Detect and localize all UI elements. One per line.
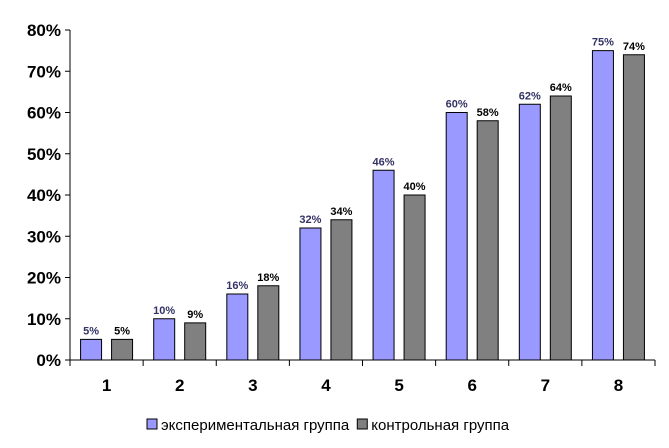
bar-series-1 bbox=[80, 338, 103, 361]
data-label-series-1: 60% bbox=[446, 99, 468, 111]
bar-series-1 bbox=[591, 50, 614, 361]
y-tick-label: 10% bbox=[27, 310, 61, 329]
bar-series-1 bbox=[518, 103, 541, 361]
data-label-series-1: 10% bbox=[153, 305, 175, 317]
bar-series-1 bbox=[299, 227, 322, 361]
legend: экспериментальная группа контрольная груп… bbox=[146, 417, 510, 434]
data-label-series-2: 64% bbox=[550, 82, 572, 94]
legend-label-series-2: контрольная группа bbox=[371, 417, 509, 434]
y-tick-label: 50% bbox=[27, 145, 61, 164]
y-tick-label: 20% bbox=[27, 269, 61, 288]
x-tick-label: 8 bbox=[614, 376, 623, 395]
bar-series-1 bbox=[445, 112, 468, 361]
data-labels: 5% 5% 10% 9% 16% 18% 32% 34% 46% 40% 60% 58% 62% 64% 7… bbox=[83, 37, 645, 338]
data-label-series-1: 16% bbox=[226, 280, 248, 292]
x-tick-label: 3 bbox=[248, 376, 257, 395]
bar-series-2 bbox=[549, 95, 572, 361]
data-label-series-2: 58% bbox=[477, 107, 499, 119]
x-tick-label: 1 bbox=[102, 376, 111, 395]
bar-series-2 bbox=[111, 338, 134, 361]
data-label-series-1: 32% bbox=[299, 214, 321, 226]
y-tick-label: 80% bbox=[27, 21, 61, 40]
legend-swatch-series-1 bbox=[146, 418, 158, 430]
bars bbox=[80, 50, 645, 361]
y-axis: 0% 10% 20% 30% 40% 50% 60% 70% 80% bbox=[27, 21, 71, 370]
y-tick-label: 30% bbox=[27, 227, 61, 246]
legend-label-series-1: экспериментальная группа bbox=[161, 417, 350, 434]
x-tick-label: 2 bbox=[175, 376, 184, 395]
x-tick-label: 6 bbox=[467, 376, 476, 395]
x-axis: 1 2 3 4 5 6 7 8 bbox=[69, 359, 656, 395]
y-tick-label: 70% bbox=[27, 62, 61, 81]
bar-series-2 bbox=[476, 120, 499, 361]
x-tick-label: 4 bbox=[321, 376, 331, 395]
data-label-series-1: 5% bbox=[83, 325, 99, 337]
data-label-series-2: 9% bbox=[187, 309, 203, 321]
x-tick-label: 7 bbox=[541, 376, 550, 395]
data-label-series-2: 40% bbox=[404, 181, 426, 193]
bar-series-1 bbox=[153, 318, 176, 361]
y-tick-label: 60% bbox=[27, 104, 61, 123]
x-tick-label: 5 bbox=[394, 376, 403, 395]
data-label-series-2: 18% bbox=[257, 272, 279, 284]
bar-series-1 bbox=[226, 293, 249, 361]
y-tick-label: 0% bbox=[36, 351, 61, 370]
legend-swatch-series-2 bbox=[356, 418, 368, 430]
data-label-series-2: 74% bbox=[623, 41, 645, 53]
bar-series-2 bbox=[622, 54, 645, 361]
bar-series-2 bbox=[330, 219, 353, 361]
bar-series-1 bbox=[372, 169, 395, 361]
bar-series-2 bbox=[257, 285, 280, 361]
bar-series-2 bbox=[403, 194, 426, 361]
data-label-series-1: 75% bbox=[592, 37, 614, 49]
bar-series-2 bbox=[184, 322, 207, 361]
data-label-series-1: 46% bbox=[373, 156, 395, 168]
data-label-series-2: 34% bbox=[330, 206, 352, 218]
y-tick-label: 40% bbox=[27, 186, 61, 205]
data-label-series-1: 62% bbox=[519, 90, 541, 102]
data-label-series-2: 5% bbox=[114, 325, 130, 337]
